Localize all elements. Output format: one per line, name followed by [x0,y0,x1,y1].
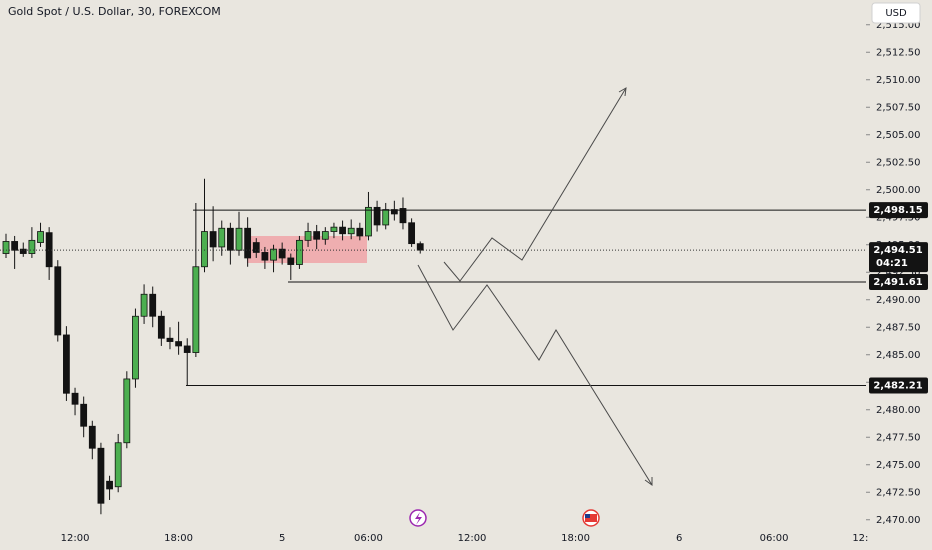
level-label-box [869,377,928,394]
candle-body [80,403,88,427]
candle-body [313,231,321,240]
candle-body [365,206,372,237]
x-tick-label: 06:00 [354,533,383,544]
candle-body [45,232,53,268]
chart-title: Gold Spot / U.S. Dollar, 30, FOREXCOM [8,5,221,18]
x-tick-label: 12: [852,533,868,544]
y-tick-label: 2,470.00 [876,515,921,526]
last-price-label: 2,494.51 [873,245,922,256]
candle-body [296,239,303,265]
y-tick-label: 2,485.00 [876,350,921,361]
candle-body [399,208,407,224]
candle-body [71,392,79,405]
price-labels: 2,498.15 2,491.61 2,482.21 2,494.51 04:21 [869,202,928,394]
y-tick-label: 2,500.00 [876,185,921,196]
currency-button[interactable]: USD [871,2,921,24]
candle-body [218,227,226,248]
projection-up [443,87,627,282]
level-label: 2,498.15 [873,205,922,216]
y-tick-label: 2,475.00 [876,460,921,471]
plot-area [0,178,866,515]
level-label: 2,491.61 [873,277,922,288]
y-tick-label: 2,490.00 [876,295,921,306]
candle-body [192,266,200,353]
candle-body [2,241,10,254]
x-tick-label: 12:00 [61,533,90,544]
projection-down [417,264,653,486]
y-tick-label: 2,480.00 [876,405,921,416]
candle-body [140,293,148,317]
candle-body [416,243,424,251]
candle-body [106,480,113,490]
candle-body [347,227,355,235]
y-tick-label: 2,472.50 [876,487,921,498]
x-tick-label: 18:00 [164,533,193,544]
level-label-box [869,202,928,219]
candle-body [226,227,234,251]
event-icon[interactable] [582,509,600,527]
x-tick-label: 06:00 [760,533,789,544]
candle-body [11,241,19,251]
candle-body [28,239,36,254]
candle-body [321,231,329,240]
level-label: 2,482.21 [873,380,922,391]
currency-label[interactable]: USD [885,8,907,19]
candle-body [157,315,165,339]
y-tick-label: 2,502.50 [876,157,921,168]
arrow-head [618,87,627,97]
candle-body [356,227,364,237]
candle-body [244,227,252,259]
y-tick-label: 2,487.50 [876,322,921,333]
candle-body [166,337,174,342]
candle-body [149,293,157,317]
event-icon[interactable] [409,509,427,527]
candle-body [278,248,286,259]
candle-body [183,345,191,353]
candle-body [114,442,122,488]
arrow-head [644,477,653,486]
candle-body [132,315,139,380]
y-tick-label: 2,507.50 [876,102,921,113]
candle-body [54,266,62,336]
candle-body [408,222,416,245]
y-tick-label: 2,515.00 [876,20,921,31]
x-tick-label: 12:00 [458,533,487,544]
x-tick-label: 6 [676,533,682,544]
y-tick-label: 2,510.00 [876,75,921,86]
candle-body [37,231,44,243]
candle-body [390,209,398,215]
countdown: 04:21 [876,258,908,269]
candle-body [201,231,208,268]
candle-body [88,425,96,449]
candle-body [97,447,105,504]
candle-body [304,231,312,241]
candle-body [235,227,243,251]
candle-body [175,341,183,347]
candle-body [287,257,295,265]
y-tick-label: 2,512.50 [876,47,921,58]
candle-body [63,334,70,394]
last-price-box [869,242,928,273]
candle-body [270,248,277,261]
candle-body [261,252,269,261]
x-tick-label: 5 [279,533,285,544]
candle-body [330,226,338,232]
candle-body [19,248,27,254]
candle-body [382,209,390,226]
candle-body [373,206,381,226]
y-tick-label: 2,477.50 [876,432,921,443]
level-label-box [869,274,928,291]
x-tick-label: 18:00 [561,533,590,544]
y-tick-label: 2,505.00 [876,130,921,141]
candle-body [339,226,346,235]
y-tick-label: 2,492.50 [876,267,921,278]
candle-body [252,242,260,253]
candle-body [123,378,131,444]
candle-body [209,231,217,248]
